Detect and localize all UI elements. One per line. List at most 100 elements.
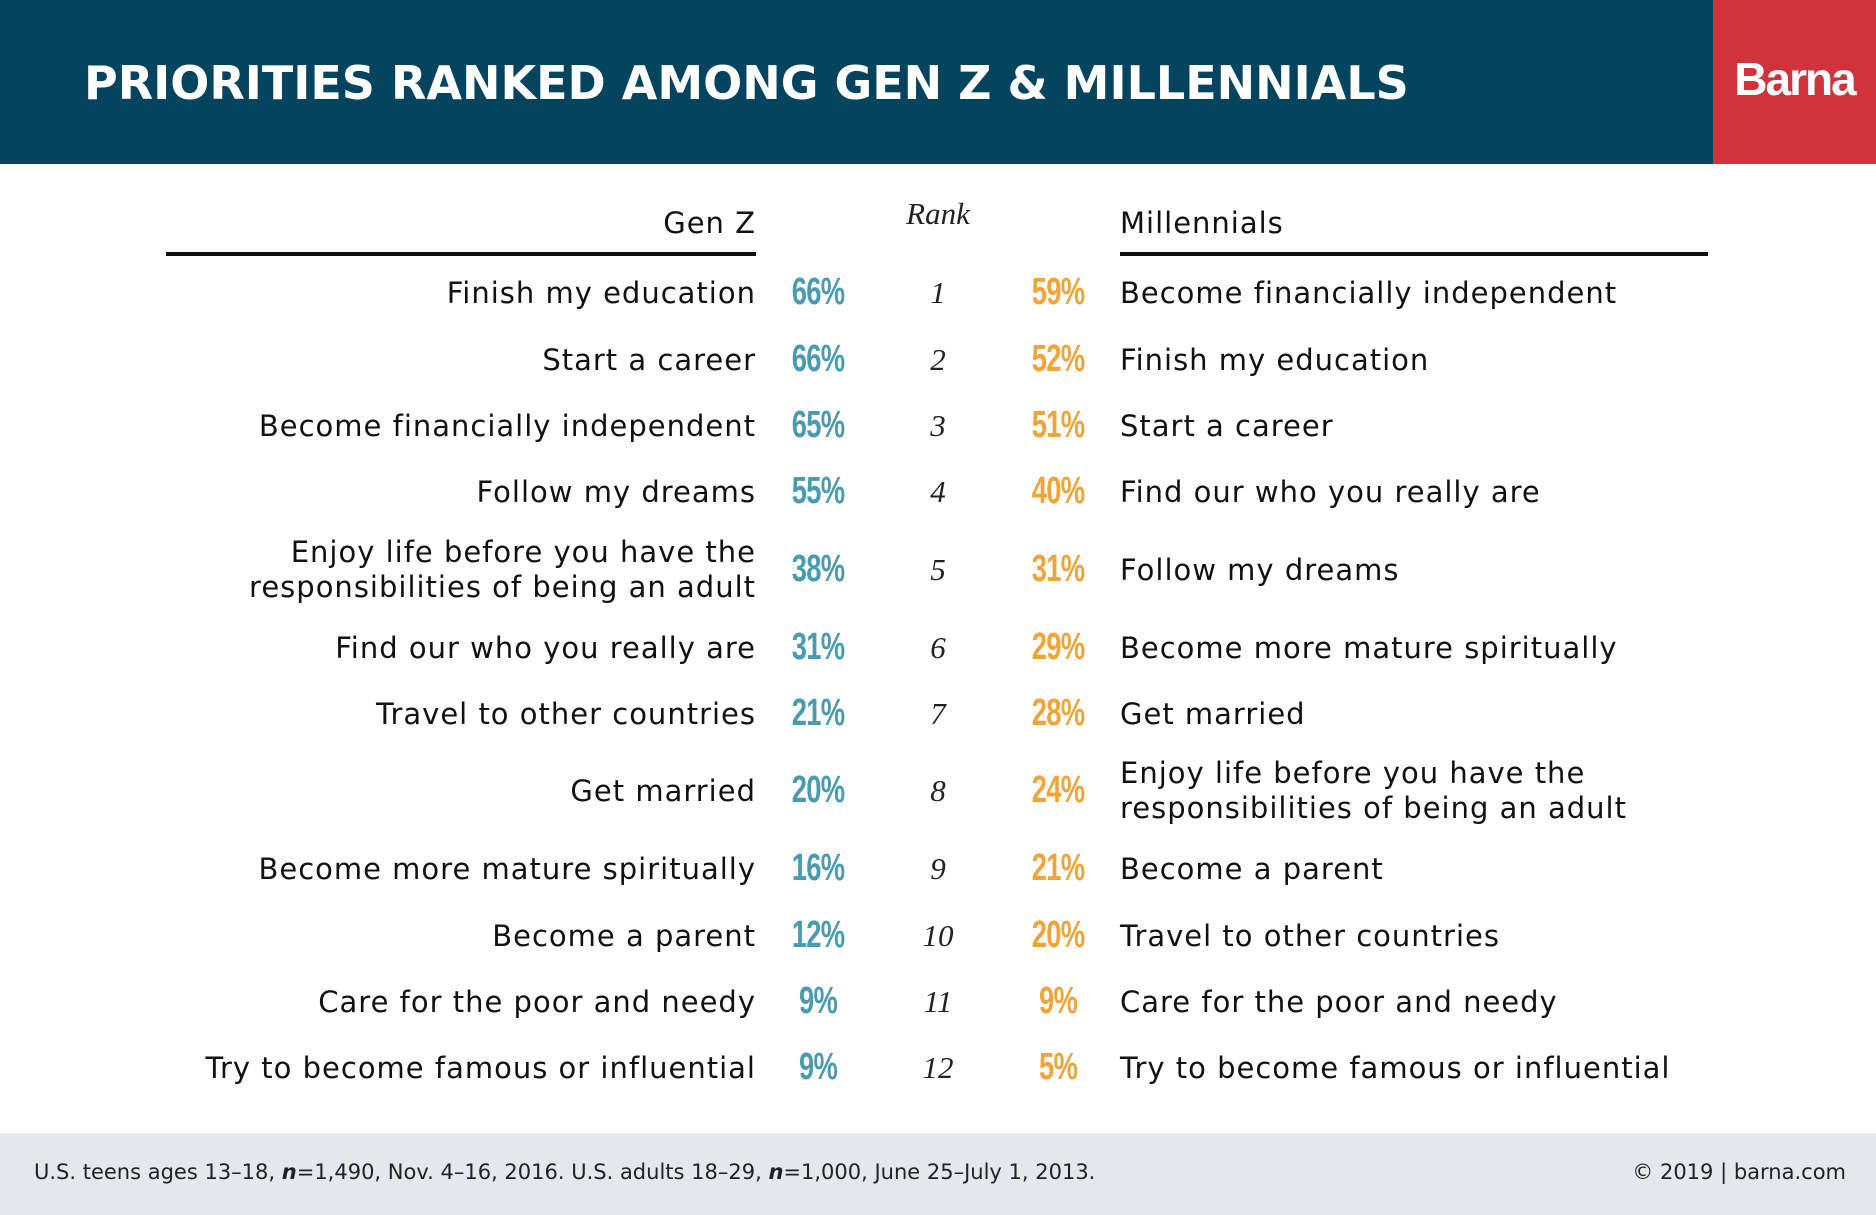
source-part: =1,000, June 25–July 1, 2013. — [783, 1160, 1096, 1184]
label-line: Travel to other countries — [376, 696, 756, 731]
genz-percent: 16% — [791, 847, 845, 889]
row-label: Become more mature spiritually — [1120, 631, 1618, 666]
label-line: Become more mature spiritually — [258, 851, 756, 886]
row-label: Find our who you really are — [1120, 475, 1541, 510]
row-label: Become financially independent — [259, 409, 756, 444]
rank: 11 — [923, 984, 953, 1019]
label-line: Care for the poor and needy — [1120, 984, 1558, 1019]
label-line: Enjoy life before you have the — [1120, 756, 1586, 790]
row-label: Become a parent — [1120, 852, 1384, 887]
label-line: Travel to other countries — [1120, 918, 1500, 953]
mill-percent: 20% — [1031, 914, 1085, 956]
mill-percent: 28% — [1031, 692, 1085, 734]
mill-percent: 31% — [1031, 548, 1085, 590]
genz-percent: 9% — [798, 980, 838, 1022]
label-line: Find our who you really are — [1120, 474, 1541, 509]
rank: 3 — [930, 408, 946, 443]
row-label: Travel to other countries — [376, 697, 756, 732]
label-line: Follow my dreams — [476, 474, 756, 509]
label-line: Get married — [570, 773, 756, 808]
label-line: Finish my education — [1120, 342, 1430, 377]
row-label: Become more mature spiritually — [258, 852, 756, 887]
label-line: Follow my dreams — [1120, 552, 1400, 587]
rank: 4 — [930, 474, 946, 509]
genz-percent: 12% — [791, 914, 845, 956]
logo-box — [1713, 0, 1876, 164]
mill-percent: 21% — [1031, 847, 1085, 889]
row-label: Follow my dreams — [1120, 553, 1399, 588]
label-line: responsibilities of being an adult — [249, 570, 756, 604]
label-line: Care for the poor and needy — [318, 984, 756, 1019]
copyright: © 2019 | barna.com — [1632, 1160, 1846, 1184]
row-label: Get married — [1120, 697, 1306, 732]
row-label: Try to become famous or influential — [206, 1051, 756, 1086]
genz-percent: 20% — [791, 769, 845, 811]
row-label: Finish my education — [447, 276, 756, 311]
mill-percent: 24% — [1031, 769, 1085, 811]
rule — [166, 252, 756, 256]
genz-percent: 21% — [791, 692, 845, 734]
rank: 6 — [930, 630, 946, 665]
rank: 1 — [930, 275, 946, 310]
genz-percent: 65% — [791, 404, 845, 446]
header-bar — [0, 0, 1713, 164]
row-label: Find our who you really are — [335, 631, 756, 666]
label-line: Become a parent — [1120, 851, 1384, 886]
row-label: Start a career — [1120, 409, 1334, 444]
row-label: Become financially independent — [1120, 276, 1617, 311]
label-line: responsibilities of being an adult — [1120, 791, 1627, 825]
mill-percent: 40% — [1031, 470, 1085, 512]
label-line: Become financially independent — [1120, 275, 1618, 310]
row-label: Get married — [570, 774, 756, 809]
row-label: Care for the poor and needy — [1120, 985, 1558, 1020]
label-line: Start a career — [1120, 408, 1334, 443]
column-header: Rank — [906, 196, 970, 231]
rank: 7 — [930, 696, 946, 731]
row-label: Start a career — [542, 343, 756, 378]
source-part: n — [768, 1160, 784, 1184]
mill-percent: 5% — [1038, 1046, 1078, 1088]
mill-percent: 59% — [1031, 271, 1085, 313]
label-line: Become financially independent — [258, 408, 756, 443]
mill-percent: 29% — [1031, 626, 1085, 668]
mill-percent: 9% — [1038, 980, 1078, 1022]
rank: 12 — [922, 1050, 954, 1085]
source-part: U.S. teens ages 13–18, — [34, 1160, 282, 1184]
row-label: Try to become famous or influential — [1120, 1051, 1670, 1086]
column-header: Gen Z — [663, 206, 756, 240]
source-part: n — [281, 1160, 297, 1184]
rank: 2 — [930, 342, 946, 377]
label-line: Get married — [1120, 696, 1306, 731]
rank: 9 — [930, 851, 946, 886]
label-line: Try to become famous or influential — [1120, 1050, 1671, 1085]
row-label: Enjoy life before you have the responsibi… — [1120, 756, 1627, 826]
genz-percent: 9% — [798, 1046, 838, 1088]
footer-bar — [0, 1133, 1876, 1215]
rank: 5 — [930, 552, 946, 587]
logo: Barna — [1734, 53, 1856, 105]
genz-percent: 66% — [791, 271, 845, 313]
row-label: Follow my dreams — [477, 475, 756, 510]
row-label: Become a parent — [492, 919, 756, 954]
label-line: Enjoy life before you have the — [290, 535, 756, 569]
label-line: Become more mature spiritually — [1120, 630, 1618, 665]
mill-percent: 51% — [1031, 404, 1085, 446]
row-label: Finish my education — [1120, 343, 1429, 378]
rank: 8 — [930, 773, 946, 808]
rank: 10 — [922, 918, 954, 953]
row-label: Enjoy life before you have the responsibi… — [249, 535, 756, 605]
label-line: Become a parent — [492, 918, 756, 953]
rule — [1120, 252, 1708, 256]
label-line: Start a career — [542, 342, 756, 377]
mill-percent: 52% — [1031, 338, 1085, 380]
label-line: Find our who you really are — [335, 630, 756, 665]
genz-percent: 38% — [791, 548, 845, 590]
label-line: Finish my education — [446, 275, 756, 310]
genz-percent: 66% — [791, 338, 845, 380]
source: U.S. teens ages 13–18, n=1,490, Nov. 4–1… — [34, 1160, 1095, 1184]
genz-percent: 31% — [791, 626, 845, 668]
source-part: =1,490, Nov. 4–16, 2016. U.S. adults 18–… — [296, 1160, 769, 1184]
column-header: Millennials — [1120, 206, 1284, 240]
genz-percent: 55% — [791, 470, 845, 512]
